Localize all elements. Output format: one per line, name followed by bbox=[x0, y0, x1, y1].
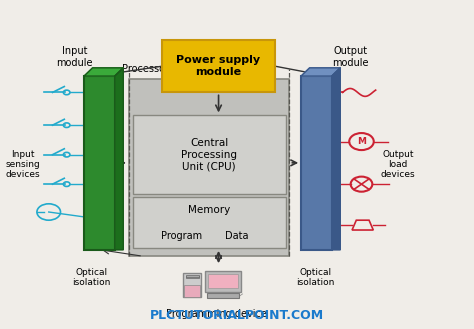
Bar bbox=[207, 293, 239, 298]
Polygon shape bbox=[301, 68, 340, 76]
Text: Input
sensing
devices: Input sensing devices bbox=[5, 150, 40, 179]
Text: Output
module: Output module bbox=[332, 46, 369, 68]
Bar bbox=[133, 115, 285, 194]
Bar bbox=[184, 286, 200, 296]
Bar bbox=[162, 40, 275, 92]
Text: Data: Data bbox=[225, 232, 248, 241]
Text: M: M bbox=[357, 137, 366, 146]
Text: Output
load
devices: Output load devices bbox=[381, 150, 415, 179]
Bar bbox=[301, 76, 332, 250]
Bar bbox=[185, 276, 199, 278]
Bar bbox=[205, 271, 241, 292]
Bar bbox=[185, 275, 199, 277]
Bar bbox=[133, 197, 285, 248]
Text: Programming device: Programming device bbox=[166, 309, 267, 319]
Text: Input
module: Input module bbox=[56, 46, 93, 68]
Text: PLCTUTORIALPOINT.COM: PLCTUTORIALPOINT.COM bbox=[150, 309, 325, 322]
Bar bbox=[84, 76, 115, 250]
Text: Power supply
module: Power supply module bbox=[176, 55, 261, 77]
Text: Optical
isolation: Optical isolation bbox=[72, 268, 110, 287]
Text: Memory: Memory bbox=[188, 205, 230, 215]
Polygon shape bbox=[115, 68, 123, 250]
Text: Central
Processing
Unit (CPU): Central Processing Unit (CPU) bbox=[181, 138, 237, 171]
Text: Optical
isolation: Optical isolation bbox=[296, 268, 335, 287]
Text: Module: Module bbox=[203, 64, 239, 74]
Polygon shape bbox=[332, 68, 340, 250]
Text: Processor: Processor bbox=[122, 64, 169, 74]
Bar bbox=[129, 79, 289, 256]
Bar bbox=[183, 273, 201, 297]
Bar bbox=[208, 274, 238, 288]
Text: Program: Program bbox=[161, 232, 202, 241]
Polygon shape bbox=[84, 68, 123, 76]
